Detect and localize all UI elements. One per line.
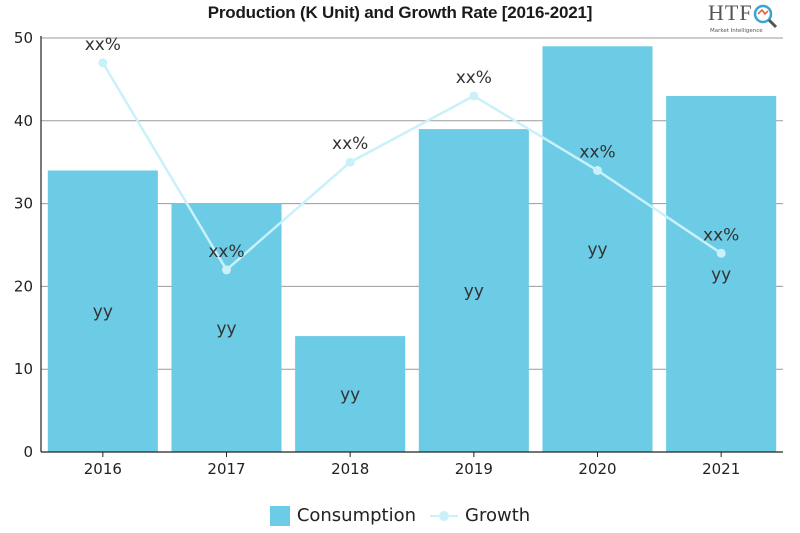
x-tick-label: 2017 bbox=[207, 460, 245, 478]
growth-point-2018 bbox=[345, 157, 355, 167]
logo-subtext: Market Intelligence bbox=[710, 28, 763, 34]
bar-data-label: yy bbox=[340, 385, 360, 405]
chart-title: Production (K Unit) and Growth Rate [201… bbox=[207, 3, 593, 22]
bar-2020 bbox=[542, 46, 653, 452]
bar-2018 bbox=[295, 336, 406, 452]
bar-data-label: yy bbox=[711, 265, 731, 285]
bar-data-label: yy bbox=[587, 240, 607, 260]
growth-point-2016 bbox=[98, 58, 108, 68]
bar-2019 bbox=[418, 129, 529, 452]
gridlines bbox=[41, 37, 783, 370]
x-tick-label: 2019 bbox=[455, 460, 493, 478]
growth-line bbox=[98, 58, 726, 275]
legend-swatch-consumption bbox=[269, 505, 290, 526]
legend-item-consumption[interactable]: Consumption bbox=[269, 505, 417, 526]
growth-point-2017 bbox=[222, 265, 231, 275]
bar-data-label: yy bbox=[93, 302, 113, 322]
magnifier-icon bbox=[753, 4, 778, 29]
y-tick-label: 50 bbox=[14, 29, 33, 47]
legend-swatch-growth bbox=[430, 509, 459, 523]
axes: 0 10 20 30 40 50 2016 2017 2018 2019 2020 2021 bbox=[14, 29, 783, 478]
bar-data-label: yy bbox=[464, 282, 484, 302]
y-tick-label: 40 bbox=[14, 112, 33, 130]
legend: Consumption Growth bbox=[0, 505, 800, 526]
x-tick-label: 2016 bbox=[84, 460, 122, 478]
x-tick-label: 2020 bbox=[578, 460, 616, 478]
bar-2021 bbox=[666, 95, 777, 453]
logo-text: HTF bbox=[708, 0, 753, 25]
consumption-bars bbox=[47, 46, 777, 453]
legend-label-consumption: Consumption bbox=[296, 505, 417, 526]
data-labels: yy yy yy yy yy yy xx% xx% xx% xx% xx% xx% bbox=[85, 35, 740, 405]
bar-data-label: yy bbox=[216, 319, 236, 339]
y-tick-label: 30 bbox=[14, 195, 33, 213]
y-tick-label: 10 bbox=[14, 360, 33, 378]
x-tick-label: 2018 bbox=[331, 460, 369, 478]
growth-data-label: xx% bbox=[456, 68, 492, 88]
growth-data-label: xx% bbox=[703, 225, 739, 245]
growth-point-2020 bbox=[593, 165, 602, 175]
growth-data-label: xx% bbox=[85, 35, 121, 55]
htf-logo: HTF Market Intelligence bbox=[706, 0, 782, 38]
legend-label-growth: Growth bbox=[465, 505, 531, 526]
bar-2016 bbox=[47, 170, 158, 453]
y-tick-label: 20 bbox=[14, 277, 33, 295]
growth-point-2021 bbox=[716, 248, 726, 258]
growth-line-path bbox=[101, 62, 722, 272]
x-tick-label: 2021 bbox=[702, 460, 740, 478]
growth-point-2019 bbox=[469, 91, 479, 101]
bar-2017 bbox=[171, 203, 282, 452]
growth-data-label: xx% bbox=[332, 134, 368, 154]
growth-data-label: xx% bbox=[579, 142, 615, 162]
y-tick-label: 0 bbox=[23, 443, 33, 461]
legend-item-growth[interactable]: Growth bbox=[430, 505, 530, 526]
growth-data-label: xx% bbox=[208, 242, 244, 262]
